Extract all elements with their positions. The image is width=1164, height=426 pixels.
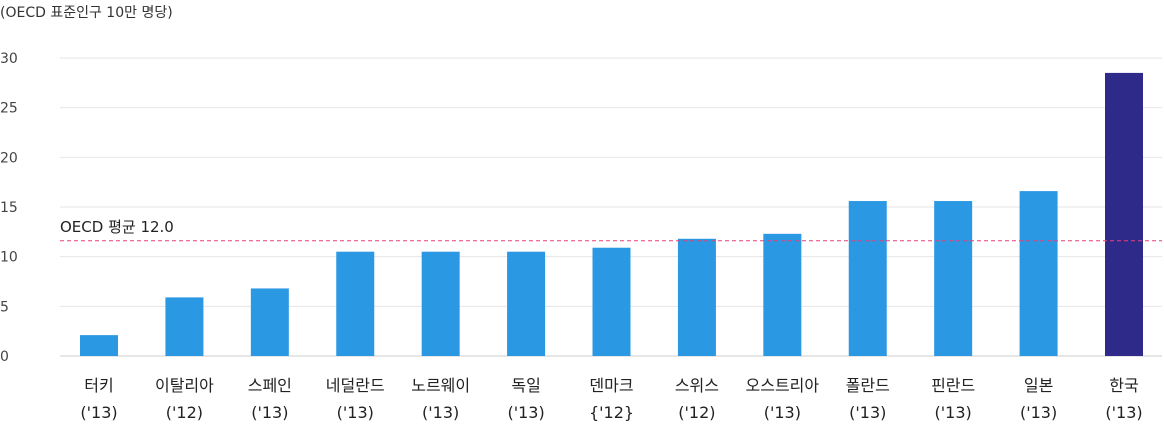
category-year-label: ('13) <box>507 403 544 422</box>
category-year-label: ('13) <box>422 403 459 422</box>
y-tick-label: 0 <box>0 349 9 365</box>
oecd-average-label: OECD 평균 12.0 <box>60 218 174 236</box>
bar <box>507 251 546 356</box>
reference-line-group: OECD 평균 12.0 <box>60 218 1162 242</box>
category-year-label: ('13) <box>337 403 374 422</box>
category-label: 오스트리아 <box>746 376 820 395</box>
bar <box>165 297 204 356</box>
category-year-label: ('13) <box>1105 403 1142 422</box>
y-tick-label: 20 <box>0 150 18 166</box>
y-tick-label: 5 <box>0 299 9 315</box>
category-label: 스위스 <box>675 376 719 395</box>
bars <box>80 72 1143 357</box>
bar <box>1105 72 1143 357</box>
y-tick-label: 25 <box>0 101 18 117</box>
category-label: 덴마크 <box>589 376 633 395</box>
category-label: 노르웨이 <box>411 376 470 395</box>
bar <box>250 288 289 356</box>
category-year-label: ('13) <box>935 403 972 422</box>
category-label: 한국 <box>1109 376 1138 395</box>
y-tick-label: 30 <box>0 51 18 67</box>
category-year-label: ('13) <box>849 403 886 422</box>
category-year-label: ('13) <box>764 403 801 422</box>
category-label: 독일 <box>511 376 540 395</box>
category-year-label: {'12} <box>589 403 634 422</box>
bar <box>677 238 716 356</box>
y-tick-label: 10 <box>0 250 18 266</box>
category-year-label: ('12) <box>166 403 203 422</box>
bar <box>80 335 118 356</box>
bar <box>934 201 973 356</box>
bar <box>1019 191 1058 356</box>
category-label: 핀란드 <box>931 376 975 395</box>
bar <box>763 233 802 356</box>
category-year-label: ('13) <box>251 403 288 422</box>
x-axis: 터키 ('13) 이탈리아 ('12) 스페인 ('13) 네덜란드 ('13) 노르웨이 ('1… <box>80 376 1142 422</box>
category-label: 스페인 <box>248 376 292 395</box>
category-year-label: ('13) <box>80 403 117 422</box>
category-label: 이탈리아 <box>155 376 214 395</box>
category-year-label: ('13) <box>1020 403 1057 422</box>
bar <box>421 251 460 356</box>
unit-label: (OECD 표준인구 10만 명당) <box>0 5 173 21</box>
category-label: 폴란드 <box>846 376 890 395</box>
y-tick-label: 15 <box>0 200 18 216</box>
category-label: 네덜란드 <box>326 376 385 395</box>
bar <box>848 201 887 356</box>
bar <box>592 247 631 356</box>
bar <box>336 251 375 356</box>
category-label: 일본 <box>1024 376 1053 395</box>
y-axis: 0 5 10 15 20 25 30 <box>0 51 18 365</box>
category-year-label: ('12) <box>678 403 715 422</box>
category-label: 터키 <box>84 376 113 395</box>
